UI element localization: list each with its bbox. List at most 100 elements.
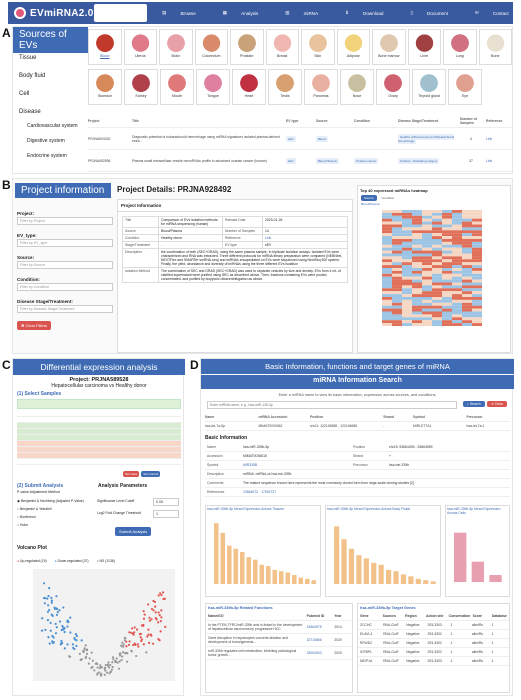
set-case-button[interactable]: Set Case: [123, 471, 140, 477]
tile-nose[interactable]: Nose: [340, 69, 374, 105]
symbol-link[interactable]: MIR339B: [241, 460, 351, 470]
tile-label: Bone marrow: [378, 54, 400, 58]
table-row[interactable]: miR-339b regulates cell metabolism, inhi…: [206, 647, 352, 660]
references-links[interactable]: 23664672 · 17604727: [241, 487, 510, 497]
disease-digestive[interactable]: Digestive system: [27, 138, 65, 144]
fc-threshold-input[interactable]: 1: [153, 510, 179, 518]
tile-prostate[interactable]: Prostate: [230, 29, 264, 65]
nav-analysis[interactable]: ▦ Analysis: [211, 4, 270, 22]
heatmap-cell: [402, 236, 412, 239]
tile-ovary[interactable]: Ovary: [376, 69, 410, 105]
tab-source[interactable]: Source: [361, 195, 377, 201]
volcano-point: [79, 658, 82, 662]
heatmap-subtab[interactable]: Blood/Plasma: [361, 202, 380, 206]
tile-colorectum[interactable]: Colorectum: [194, 29, 228, 65]
tile-testis[interactable]: Testis: [268, 69, 302, 105]
ev-type-filter-input[interactable]: Filter by EV_type: [17, 239, 113, 247]
sig-level-input[interactable]: 0.05: [153, 498, 179, 506]
tile-liver[interactable]: Liver: [407, 29, 441, 65]
sample-row[interactable]: [17, 447, 181, 453]
heatmap-cell: [422, 230, 432, 234]
nav-home[interactable]: ⌂ Home: [93, 4, 148, 22]
tile-lung[interactable]: Lung: [443, 29, 477, 65]
mirna-search-input[interactable]: [207, 401, 457, 409]
tile-uterus[interactable]: Uterus: [123, 29, 157, 65]
heatmap-cell: [472, 215, 482, 219]
method-option[interactable]: ○ Benjamini & Yekutieli: [17, 507, 52, 511]
sidebar-body-fluid[interactable]: Body fluid: [19, 73, 46, 79]
heatmap-cell: [382, 268, 392, 271]
method-option[interactable]: ○ Holm: [17, 523, 28, 527]
disease-endocrine[interactable]: Endocrine system: [27, 153, 67, 159]
table-row[interactable]: hsa-let-7a-5p MIMAT0000062 chr11: 12214658…: [205, 422, 510, 431]
sample-row[interactable]: [17, 453, 181, 459]
heatmap-cell: [412, 265, 422, 268]
volcano-point: [78, 652, 81, 656]
table-row[interactable]: Gene disruption in hepatocytes converts …: [206, 634, 352, 647]
volcano-point: [125, 651, 128, 655]
reference-link[interactable]: Link: [262, 234, 348, 242]
heatmap-cell: [462, 311, 472, 315]
reference-link[interactable]: Link: [486, 158, 493, 163]
tile-blood[interactable]: Blood: [88, 29, 122, 65]
tab-condition[interactable]: Condition: [381, 196, 395, 200]
condition-filter-input[interactable]: Filter by Condition: [17, 283, 113, 291]
sample-row[interactable]: [17, 435, 181, 441]
nav-browse[interactable]: ▤ Browse: [150, 4, 208, 22]
mirna-basic-header: Basic Information, functions and target …: [201, 359, 514, 374]
method-option[interactable]: ◉ Benjamini & Hochberg (Adjusted P-Value…: [17, 499, 84, 503]
sample-row[interactable]: [17, 429, 181, 435]
nav-contact[interactable]: ✉ Contact: [463, 4, 521, 22]
tile-bone[interactable]: Bone: [478, 29, 512, 65]
tile-breast[interactable]: Breast: [265, 29, 299, 65]
table-row[interactable]: PRJNA492596 Plasma small extracellular v…: [88, 150, 512, 172]
sample-row[interactable]: [17, 417, 181, 423]
submit-analysis-button[interactable]: Submit Analysis: [115, 527, 152, 536]
disease-cardiovascular[interactable]: Cardiovascular system: [27, 123, 78, 129]
tile-kidney[interactable]: Kidney: [124, 69, 158, 105]
table-row[interactable]: PRJNA504332 Diagnostic potential of suba…: [88, 128, 512, 150]
heatmap-cell: [442, 210, 452, 213]
tile-stomach[interactable]: Stomach: [88, 69, 122, 105]
heatmap: [382, 210, 482, 326]
clear-filters-button[interactable]: ✖ Clear Filters: [17, 321, 52, 330]
project-filter-input[interactable]: Filter by Project: [17, 217, 113, 225]
heatmap-cell: [412, 212, 422, 216]
sidebar-disease[interactable]: Disease: [19, 109, 41, 115]
nav-mirna[interactable]: ▥ miRNA: [273, 4, 330, 22]
sample-row[interactable]: [17, 423, 181, 429]
tile-heart[interactable]: Heart: [232, 69, 266, 105]
reference-link[interactable]: Link: [486, 136, 493, 141]
table-row[interactable]: In the PTEN-TFRC/miR-339b axis is linked…: [206, 621, 352, 634]
tile-skin[interactable]: Skin: [301, 29, 335, 65]
sidebar-tissue[interactable]: Tissue: [19, 55, 37, 61]
tile-pancreas[interactable]: Pancreas: [304, 69, 338, 105]
nav-download[interactable]: ⬇ Download: [333, 4, 395, 22]
table-row[interactable]: IGFBPL RNA-GuiF Negative 293-3302 1 allmiRs 1: [358, 648, 509, 657]
tile-bone-marrow[interactable]: Bone marrow: [372, 29, 406, 65]
tile-thyroid-gland[interactable]: Thyroid gland: [412, 69, 446, 105]
method-radio-group: ◉ Benjamini & Hochberg (Adjusted P-Value…: [17, 497, 84, 529]
heatmap-cell: [412, 320, 422, 324]
tile-mouth[interactable]: Mouth: [160, 69, 194, 105]
app-logo[interactable]: EVmiRNA2.0: [14, 7, 94, 19]
tile-adipose[interactable]: Adipose: [336, 29, 370, 65]
table-row[interactable]: ELAVL4 RNA-GuiF Negative 293-3302 1 allmiRs 1: [358, 630, 509, 639]
table-row[interactable]: NIDP1A RNA-GuiF Negative 293-3303 1 allmiRs 1: [358, 657, 509, 666]
set-control-button[interactable]: Set Control: [141, 471, 161, 477]
tile-tongue[interactable]: Tongue: [196, 69, 230, 105]
clear-button[interactable]: ✕ Clear: [487, 401, 507, 407]
sample-row[interactable]: [17, 441, 181, 447]
sample-row[interactable]: [17, 459, 181, 465]
heatmap-cell: [392, 233, 402, 237]
stage-filter-input[interactable]: Filter by Disease Stage/Treatment: [17, 305, 113, 313]
tile-eye[interactable]: Eye: [448, 69, 482, 105]
sidebar-cell[interactable]: Cell: [19, 91, 30, 97]
table-row[interactable]: ZCCHC RNA-GuiF Negative 293-3303 1 allmiRs 1: [358, 621, 509, 630]
table-row[interactable]: RFWD2 RNA-GuiF Negative 293-3302 1 allmiRs 1: [358, 639, 509, 648]
source-filter-input[interactable]: Filter by Source: [17, 261, 113, 269]
nav-document[interactable]: ▯ Document: [398, 4, 459, 22]
search-button[interactable]: ⌕ Search: [463, 401, 485, 407]
method-option[interactable]: ○ Bonferroni: [17, 515, 36, 519]
tile-brain[interactable]: Brain: [159, 29, 193, 65]
